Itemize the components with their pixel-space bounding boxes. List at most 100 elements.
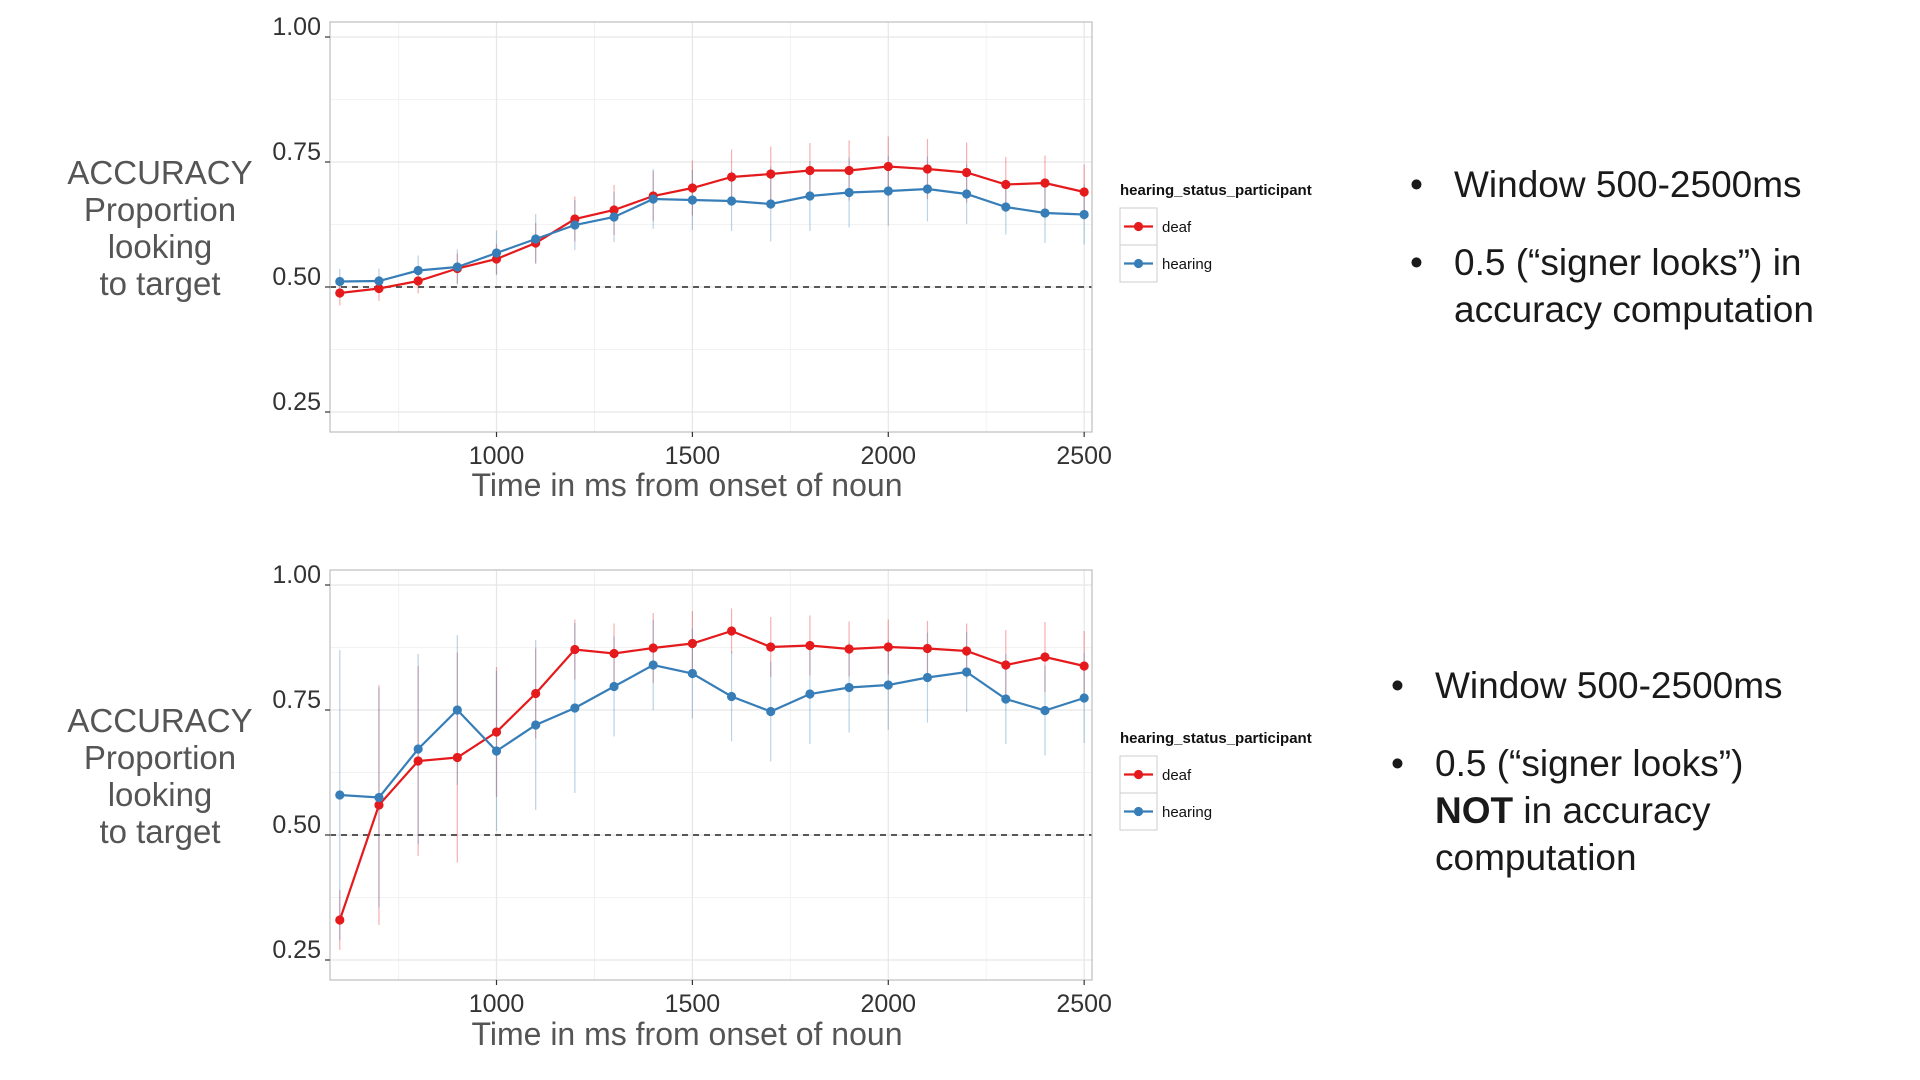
data-point-deaf <box>962 646 972 656</box>
data-point-hearing <box>687 668 697 679</box>
data-point-hearing <box>531 234 541 244</box>
data-point-hearing <box>491 248 502 258</box>
data-point-deaf <box>1001 179 1011 190</box>
series-line-deaf <box>339 165 1085 295</box>
y-axis-label-line: Proportion <box>84 191 236 228</box>
data-point-deaf <box>1079 661 1089 671</box>
note-bottom-signer-b: in accuracy computation <box>1435 790 1711 878</box>
data-point-deaf <box>452 752 462 763</box>
x-axis-label: Time in ms from onset of noun <box>472 1016 903 1052</box>
legend-label-hearing: hearing <box>1162 804 1212 821</box>
data-point-deaf <box>570 644 580 655</box>
data-point-hearing <box>609 681 619 692</box>
data-point-hearing <box>1079 693 1089 703</box>
data-point-hearing <box>335 790 345 800</box>
y-axis-label-line: looking <box>108 776 213 813</box>
y-tick-label: 0.75 <box>272 686 321 714</box>
x-axis-label: Time in ms from onset of noun <box>472 467 903 503</box>
y-tick-label: 0.50 <box>272 263 321 291</box>
data-point-hearing <box>1079 209 1089 220</box>
data-point-deaf <box>1040 652 1050 662</box>
plot-border <box>329 569 1093 981</box>
data-point-hearing <box>883 680 893 690</box>
data-point-deaf <box>844 644 854 654</box>
y-axis-label-line: ACCURACY <box>67 154 252 191</box>
data-point-deaf <box>766 169 776 179</box>
note-bottom-not: NOT <box>1435 790 1514 831</box>
data-point-hearing <box>1040 208 1050 218</box>
data-point-deaf <box>805 640 815 651</box>
data-point-hearing <box>491 746 502 756</box>
data-point-deaf <box>687 183 697 193</box>
data-point-deaf <box>844 165 854 176</box>
data-point-deaf <box>883 642 893 652</box>
data-point-hearing <box>922 672 933 683</box>
y-axis-label-line: to target <box>99 813 220 850</box>
plot-panel <box>330 570 1092 980</box>
data-point-hearing <box>1040 705 1050 716</box>
data-point-hearing <box>413 744 423 754</box>
data-point-hearing <box>922 184 933 194</box>
data-point-hearing <box>570 703 580 713</box>
x-tick-label: 2500 <box>1056 990 1112 1018</box>
data-point-deaf <box>922 164 933 174</box>
data-point-hearing <box>844 682 854 693</box>
note-bottom-window: Window 500-2500ms <box>1391 662 1811 709</box>
data-point-hearing <box>687 195 697 205</box>
legend-key-point-hearing <box>1133 806 1144 817</box>
x-tick-label: 1500 <box>665 442 721 470</box>
data-point-deaf <box>609 205 619 215</box>
data-point-hearing <box>805 689 815 699</box>
y-tick-label: 1.00 <box>272 13 321 41</box>
data-point-deaf <box>413 756 423 766</box>
data-point-hearing <box>648 660 658 670</box>
data-point-deaf <box>726 172 737 182</box>
series-line-hearing <box>339 663 1085 799</box>
note-top-signer: 0.5 (“signer looks”) in accuracy computa… <box>1410 239 1880 333</box>
data-point-hearing <box>648 194 658 204</box>
x-tick-label: 2500 <box>1056 442 1112 470</box>
legend-label-hearing: hearing <box>1162 256 1212 273</box>
chart-1: 0.25 0.50 0.75 1.00 1000 1500 2000 2500 Time in … <box>67 13 1311 503</box>
data-point-deaf <box>413 276 423 286</box>
data-point-deaf <box>883 161 893 172</box>
data-point-deaf <box>531 688 541 699</box>
data-point-deaf <box>1079 187 1089 197</box>
data-point-hearing <box>452 262 462 272</box>
legend-title: hearing_status_participant <box>1120 730 1312 747</box>
notes-top: Window 500-2500ms 0.5 (“signer looks”) i… <box>1410 161 1880 364</box>
data-point-deaf <box>922 643 933 654</box>
data-point-hearing <box>844 187 854 198</box>
data-point-hearing <box>1001 694 1011 704</box>
y-axis-label-line: looking <box>108 228 213 265</box>
data-point-deaf <box>1040 178 1050 188</box>
data-point-deaf <box>1001 660 1011 670</box>
data-point-hearing <box>962 189 972 199</box>
data-point-hearing <box>570 220 580 230</box>
x-tick-label: 1500 <box>665 990 721 1018</box>
plot-border <box>329 21 1093 433</box>
data-point-hearing <box>766 706 776 717</box>
legend-key-point-hearing <box>1133 258 1144 269</box>
x-tick-label: 2000 <box>860 990 916 1018</box>
y-axis-label-line: to target <box>99 265 220 302</box>
data-point-deaf <box>766 642 776 652</box>
notes-bottom: Window 500-2500ms 0.5 (“signer looks”) NO… <box>1391 662 1811 912</box>
data-point-deaf <box>648 643 658 653</box>
data-point-deaf <box>491 727 502 737</box>
y-tick-label: 0.25 <box>272 388 321 416</box>
series-line-hearing <box>339 187 1085 283</box>
data-point-hearing <box>374 792 384 803</box>
y-axis-label-line: Proportion <box>84 739 236 776</box>
data-point-deaf <box>335 915 345 925</box>
data-point-hearing <box>962 667 972 677</box>
chart-2: 0.25 0.50 0.75 1.00 1000 1500 2000 2500 Time in … <box>67 561 1311 1052</box>
x-tick-label: 2000 <box>860 442 916 470</box>
data-point-deaf <box>687 638 697 649</box>
data-point-deaf <box>374 800 384 810</box>
data-point-hearing <box>1001 202 1011 212</box>
data-point-hearing <box>413 265 423 276</box>
